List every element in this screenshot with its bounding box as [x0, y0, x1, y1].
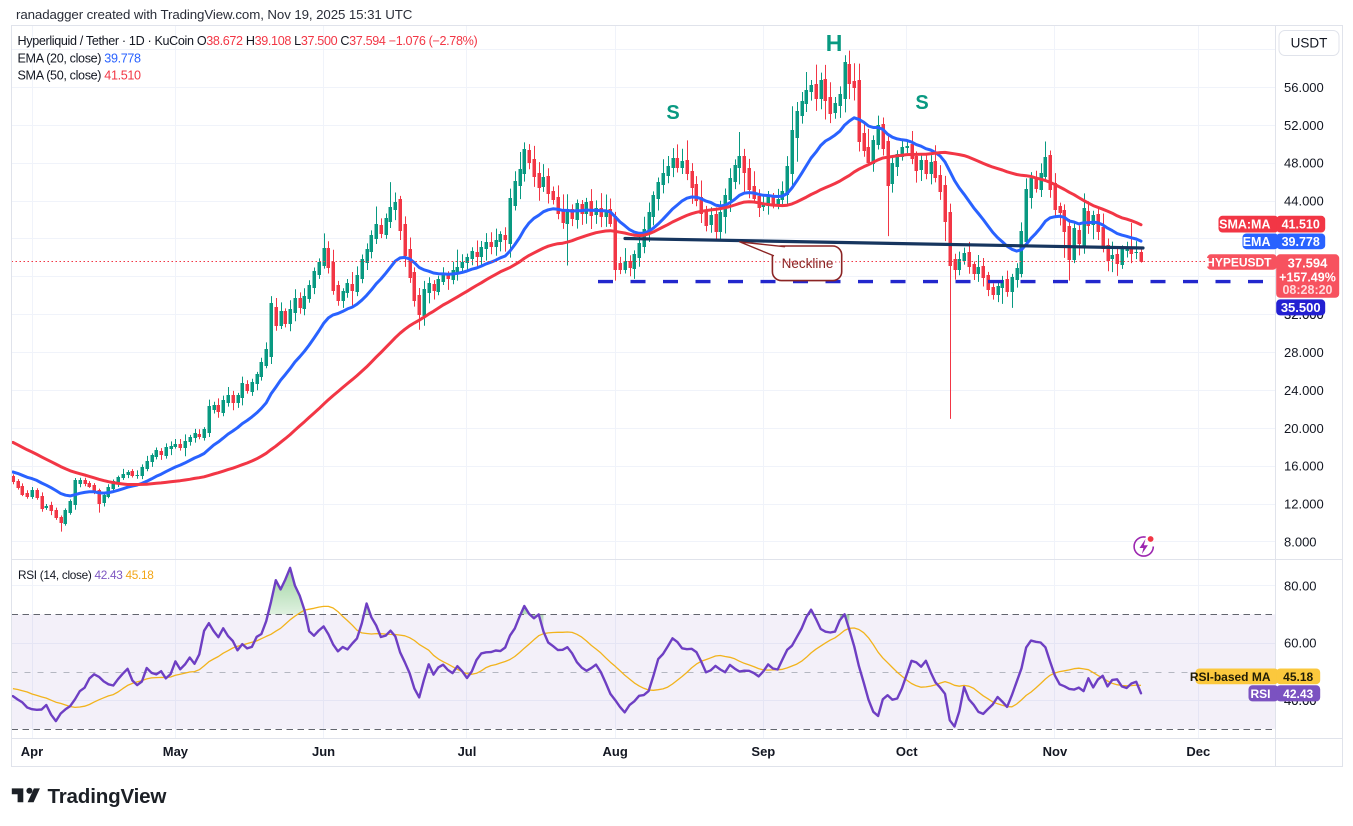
svg-text:12.000: 12.000 [1284, 497, 1324, 512]
svg-text:S: S [666, 102, 679, 124]
svg-text:USDT: USDT [1291, 36, 1328, 51]
svg-text:16.000: 16.000 [1284, 459, 1324, 474]
svg-text:35.500: 35.500 [1281, 300, 1321, 315]
svg-text:80.00: 80.00 [1284, 578, 1317, 593]
svg-text:08:28:20: 08:28:20 [1282, 283, 1332, 297]
svg-text:Jul: Jul [458, 744, 477, 759]
svg-text:28.000: 28.000 [1284, 345, 1324, 360]
svg-text:S: S [915, 92, 928, 114]
svg-text:48.000: 48.000 [1284, 156, 1324, 171]
svg-text:EMA (20, close) 39.778: EMA (20, close) 39.778 [18, 52, 142, 66]
svg-text:42.43: 42.43 [1283, 687, 1313, 701]
svg-text:45.18: 45.18 [1283, 670, 1313, 684]
svg-text:Apr: Apr [21, 744, 43, 759]
svg-text:SMA:MA: SMA:MA [1219, 218, 1270, 232]
svg-text:Aug: Aug [603, 744, 628, 759]
svg-text:Hyperliquid / Tether · 1D · Ku: Hyperliquid / Tether · 1D · KuCoin O38.6… [18, 34, 478, 48]
svg-text:RSI-based MA: RSI-based MA [1190, 670, 1271, 684]
svg-text:Dec: Dec [1186, 744, 1210, 759]
svg-text:Jun: Jun [312, 744, 335, 759]
svg-text:Neckline: Neckline [782, 256, 834, 271]
svg-text:24.000: 24.000 [1284, 383, 1324, 398]
svg-text:RSI: RSI [1250, 687, 1270, 701]
svg-text:H: H [826, 30, 843, 56]
svg-text:Nov: Nov [1043, 744, 1068, 759]
svg-text:TradingView: TradingView [48, 785, 168, 808]
svg-text:Oct: Oct [896, 744, 918, 759]
svg-text:39.778: 39.778 [1282, 235, 1320, 249]
svg-text:RSI (14, close) 42.43 45.18: RSI (14, close) 42.43 45.18 [18, 568, 154, 582]
svg-text:56.000: 56.000 [1284, 80, 1324, 95]
svg-text:37.594: 37.594 [1288, 255, 1329, 270]
svg-text:Sep: Sep [751, 744, 775, 759]
svg-text:+157.49%: +157.49% [1279, 270, 1336, 284]
svg-text:ranadagger created with Tradin: ranadagger created with TradingView.com,… [16, 7, 413, 22]
svg-text:8.000: 8.000 [1284, 535, 1317, 550]
svg-text:20.000: 20.000 [1284, 421, 1324, 436]
svg-text:41.510: 41.510 [1282, 218, 1320, 232]
svg-text:60.00: 60.00 [1284, 636, 1317, 651]
svg-text:HYPEUSDT: HYPEUSDT [1206, 255, 1272, 269]
svg-text:EMA: EMA [1243, 235, 1271, 249]
svg-text:SMA (50, close) 41.510: SMA (50, close) 41.510 [18, 69, 142, 83]
svg-text:52.000: 52.000 [1284, 118, 1324, 133]
svg-text:May: May [163, 744, 189, 759]
svg-text:44.000: 44.000 [1284, 194, 1324, 209]
